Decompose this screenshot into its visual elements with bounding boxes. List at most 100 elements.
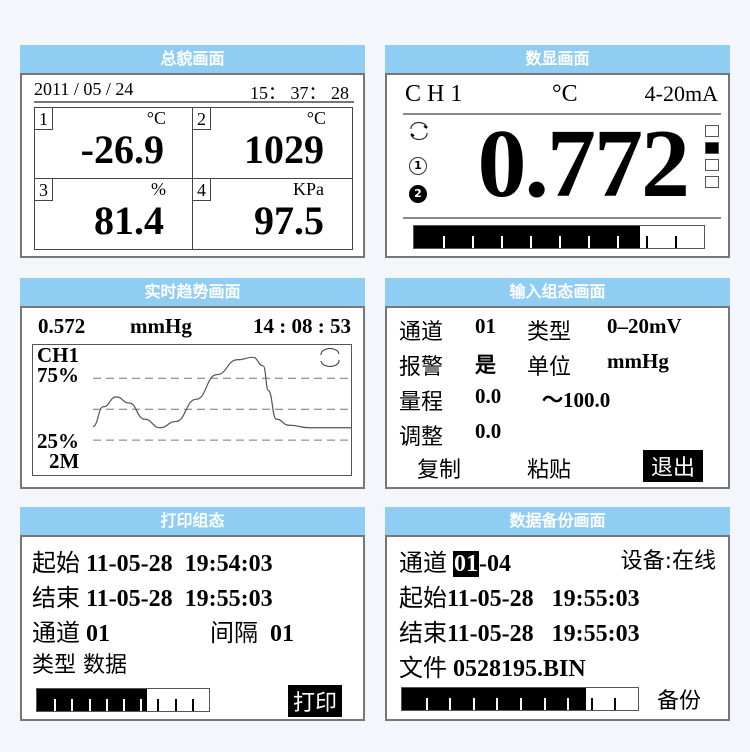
channel-cell: 1 °C -26.9 [34, 107, 193, 179]
span-label: 2M [49, 449, 80, 473]
indicator-box [705, 159, 719, 171]
trend-chart: CH1 75% 25% 2M [32, 343, 352, 476]
progress-fill [402, 688, 587, 710]
progress-bar [36, 688, 210, 712]
signal-label: 4-20mA [644, 81, 718, 106]
upper-label: 75% [37, 363, 79, 387]
file-label: 文件 [399, 654, 447, 682]
value: 1029 [244, 127, 324, 172]
tick [140, 699, 143, 711]
input-field[interactable]: 是 [475, 353, 496, 377]
start-time: 19:55:03 [551, 586, 640, 612]
tick [443, 236, 445, 248]
input-field: 通道 [399, 320, 444, 345]
main-value: 0.772 [477, 110, 690, 218]
indicator-box [705, 125, 719, 137]
interval-label: 间隔 [210, 619, 258, 647]
current-value: 0.572 [38, 314, 86, 338]
tick [88, 699, 91, 711]
end-label: 结束 [32, 584, 80, 612]
type-row: 类型 数据 [32, 647, 127, 679]
tick [588, 236, 590, 248]
backup-button[interactable]: 备份 [657, 689, 702, 714]
channel-number: 3 [35, 179, 53, 201]
input-field[interactable]: 01 [475, 314, 496, 338]
input-field[interactable]: 0–20mV [607, 314, 682, 338]
start-date: 11-05-28 [447, 586, 534, 612]
channel-label: 通道 [399, 549, 447, 577]
end-row: 结束11-05-28 19:55:03 [399, 613, 640, 648]
value: 81.4 [94, 198, 164, 243]
trend-line [93, 356, 351, 429]
channel-label: 通道 [32, 619, 80, 647]
exit-button[interactable]: 退出 [643, 450, 704, 482]
channel-value: 01 [86, 621, 110, 647]
divider [403, 113, 721, 115]
trend-plot [93, 348, 351, 441]
panel-title: 实时趋势画面 [20, 278, 365, 306]
tick [157, 699, 160, 711]
alarm-2-icon: 2 [409, 185, 427, 203]
end-time: 19:55:03 [551, 621, 640, 647]
value: -26.9 [80, 127, 164, 172]
start-row: 起始11-05-28 19:55:03 [399, 578, 640, 613]
lower-label: 25% [37, 429, 79, 453]
interval-value: 01 [270, 621, 294, 647]
date: 2011 / 05 / 24 [34, 79, 134, 99]
tick [617, 236, 619, 248]
divider [403, 217, 721, 219]
channel-cell: 2 °C 1029 [192, 107, 353, 179]
trend-panel: 实时趋势画面 0.572 mmHg 14 : 08 : 53 CH1 75% 2… [20, 278, 365, 489]
digital-panel: 数显画面 C H 1 °C 4-20mA 1 2 0.772 [385, 45, 730, 258]
unit: KPa [293, 179, 324, 199]
input-field[interactable]: 0.0 [475, 384, 502, 408]
tick [472, 236, 474, 248]
interval-row: 间隔 01 [210, 613, 294, 648]
unit-label: °C [552, 81, 578, 107]
channel-row: 通道 01-04 [399, 543, 511, 578]
panel-title: 打印组态 [20, 507, 365, 535]
input-field[interactable]: mmHg [607, 349, 669, 373]
input-field: 单位 [527, 355, 572, 380]
panel-title: 数显画面 [385, 45, 730, 73]
tick [496, 698, 499, 710]
tick [105, 699, 108, 711]
channel-number: 1 [35, 108, 53, 130]
time: 14 : 08 : 53 [253, 314, 351, 338]
file-row: 文件 0528195.BIN [399, 648, 586, 683]
channel-cell: 4 KPa 97.5 [192, 178, 353, 250]
tick [123, 699, 125, 711]
divider [34, 101, 354, 103]
cycle-icon [410, 121, 428, 141]
unit: mmHg [130, 314, 192, 338]
tick [543, 698, 546, 710]
start-label: 起始 [399, 584, 447, 612]
paste-button[interactable]: 粘贴 [527, 458, 572, 483]
start-label: 起始 [32, 549, 80, 577]
end-row: 结束 11-05-28 19:55:03 [32, 578, 273, 613]
end-date: 11-05-28 [86, 586, 173, 612]
tick [590, 698, 593, 710]
input-field: 报警 [399, 355, 444, 380]
panel-title: 输入组态画面 [385, 278, 730, 306]
input-field[interactable]: 0.0 [475, 419, 502, 443]
progress-fill [37, 689, 148, 711]
tick [614, 698, 617, 710]
print-button[interactable]: 打印 [288, 685, 343, 717]
channel-from[interactable]: 01 [453, 551, 479, 577]
end-date: 11-05-28 [447, 621, 534, 647]
input-field: 类型 [527, 320, 572, 345]
start-date: 11-05-28 [86, 551, 173, 577]
indicator-box [705, 176, 719, 188]
progress-bar [401, 687, 639, 711]
panel-title: 总貌画面 [20, 45, 365, 73]
input-field: 调整 [399, 425, 444, 450]
backup-panel: 数据备份画面 通道 01-04 设备:在线 起始11-05-28 19:55:0… [385, 507, 730, 721]
alarm-1-icon: 1 [409, 157, 427, 175]
tick [530, 236, 532, 248]
input-field[interactable]: ～100.0 [542, 388, 611, 412]
tick [54, 699, 57, 711]
channel-label: CH1 [37, 343, 79, 367]
copy-button[interactable]: 复制 [417, 458, 462, 483]
start-row: 起始 11-05-28 19:54:03 [32, 543, 273, 578]
